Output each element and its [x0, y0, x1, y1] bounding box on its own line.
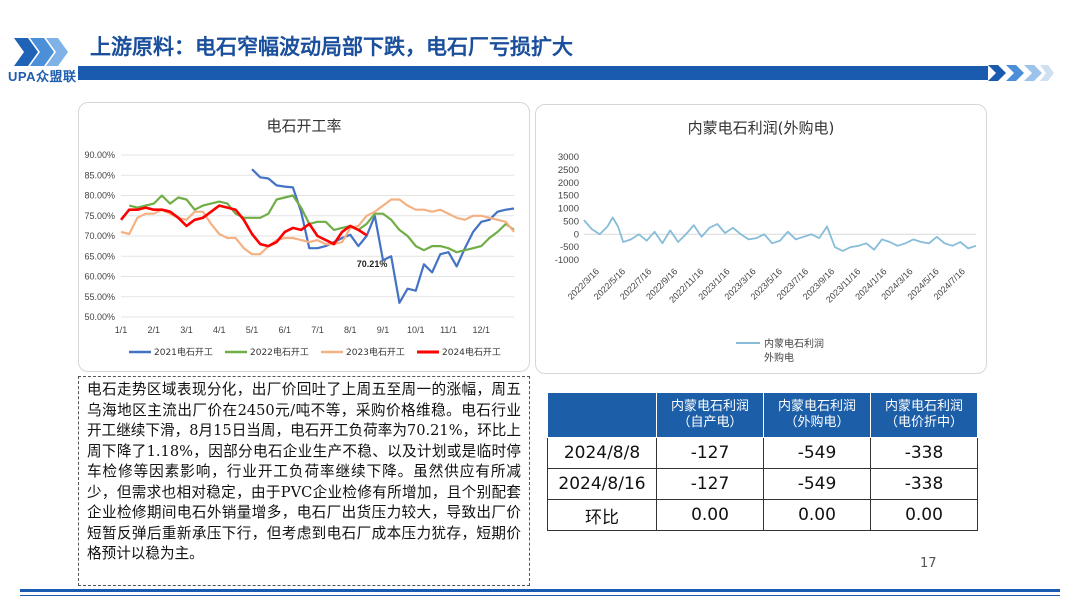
y-tick-label: 80.00% — [84, 191, 115, 201]
operating-rate-chart: 电石开工率 50.00% 55.00% 60.00% 65.00% 70.00% 75.00… — [84, 117, 515, 358]
upa-logo-icon — [14, 38, 68, 66]
table-row: 环比 0.00 0.00 0.00 — [547, 499, 978, 531]
table-cell: -338 — [870, 437, 978, 469]
profit-table: 内蒙电石利润 （自产电） 内蒙电石利润 （外购电） 内蒙电石利润 （电价折中） 202… — [547, 392, 978, 531]
table-header-text: （外购电） — [784, 415, 850, 430]
table-header-cell — [547, 392, 657, 438]
x-tick-label: 3/1 — [180, 325, 193, 335]
table-cell: 环比 — [547, 499, 657, 531]
x-tick-label: 4/1 — [213, 325, 226, 335]
series-line-1 — [583, 216, 977, 252]
x-tick-label: 9/1 — [377, 325, 390, 335]
y-tick-label: 1500 — [558, 191, 579, 202]
table-row: 2024/8/8 -127 -549 -338 — [547, 437, 978, 469]
x-tick-label: 6/1 — [278, 325, 291, 335]
table-cell: 0.00 — [656, 499, 764, 531]
y-tick-label: 70.00% — [84, 231, 115, 241]
table-cell: -127 — [656, 468, 764, 500]
y-tick-label: 90.00% — [84, 150, 115, 160]
series-line-2 — [128, 194, 515, 254]
annotation-label: 70.21% — [357, 259, 388, 269]
table-cell: -549 — [763, 437, 871, 469]
table-cell: 2024/8/16 — [547, 468, 657, 500]
y-tick-label: 1000 — [558, 204, 579, 215]
series-line-3 — [120, 198, 515, 256]
y-tick-label: 55.00% — [84, 292, 115, 302]
y-tick-label: 75.00% — [84, 211, 115, 221]
table-cell: 0.00 — [763, 499, 871, 531]
y-tick-label: 2500 — [558, 165, 579, 176]
page-title: 上游原料：电石窄幅波动局部下跌，电石厂亏损扩大 — [90, 35, 573, 59]
table-header-text: 内蒙电石利润 — [884, 399, 963, 414]
y-tick-label: 2000 — [558, 178, 579, 189]
x-tick-label: 5/1 — [246, 325, 259, 335]
x-tick-label: 12/1 — [472, 325, 490, 335]
chevron-arrows-icon — [988, 65, 1054, 81]
y-tick-label: 50.00% — [84, 312, 115, 322]
x-tick-label: 7/1 — [311, 325, 324, 335]
table-header-cell: 内蒙电石利润 （电价折中） — [870, 392, 978, 438]
logo-text: UPA众盟联 — [8, 69, 77, 84]
title-bar — [78, 66, 988, 80]
y-tick-label: 3000 — [558, 152, 579, 163]
y-tick-label: 60.00% — [84, 272, 115, 282]
chart-title: 电石开工率 — [266, 117, 341, 135]
legend-label: 2022电石开工 — [250, 346, 309, 358]
profit-chart-panel: 内蒙电石利润(外购电) 3000 2500 2000 1500 1000 500 0 -500 -… — [535, 104, 987, 374]
footer-line — [20, 589, 1060, 592]
y-tick-label: 85.00% — [84, 170, 115, 180]
y-tick-label: 65.00% — [84, 251, 115, 261]
x-tick-label: 1/1 — [115, 325, 128, 335]
x-tick-label: 10/1 — [407, 325, 425, 335]
series-line-4 — [119, 204, 368, 248]
table-row: 2024/8/16 -127 -549 -338 — [547, 468, 978, 500]
analysis-text: 电石走势区域表现分化，出厂价回吐了上周五至周一的涨幅，周五乌海地区主流出厂价在2… — [78, 376, 530, 586]
x-tick-label: 8/1 — [344, 325, 357, 335]
table-header-text: （自产电） — [677, 415, 743, 430]
table-header-cell: 内蒙电石利润 （自产电） — [656, 392, 764, 438]
y-tick-label: -500 — [560, 242, 579, 253]
x-tick-label: 2/1 — [147, 325, 160, 335]
table-cell: -549 — [763, 468, 871, 500]
table-header-text: 内蒙电石利润 — [670, 399, 749, 414]
table-header-text: 内蒙电石利润 — [777, 399, 856, 414]
chart-title: 内蒙电石利润(外购电) — [688, 119, 835, 137]
y-tick-label: 500 — [563, 216, 579, 227]
x-tick-label: 11/1 — [440, 325, 457, 335]
legend-label: 2021电石开工 — [154, 346, 213, 358]
legend-label: 2024电石开工 — [442, 346, 501, 358]
page-number: 17 — [920, 556, 937, 571]
y-tick-label: 0 — [574, 229, 579, 240]
table-header-cell: 内蒙电石利润 （外购电） — [763, 392, 871, 438]
legend-label: 2023电石开工 — [346, 346, 405, 358]
table-header-row: 内蒙电石利润 （自产电） 内蒙电石利润 （外购电） 内蒙电石利润 （电价折中） — [547, 392, 978, 438]
table-cell: 2024/8/8 — [547, 437, 657, 469]
legend-label-line1: 内蒙电石利润 — [764, 337, 824, 350]
operating-rate-chart-panel: 电石开工率 50.00% 55.00% 60.00% 65.00% 70.00% 75.00… — [78, 102, 530, 372]
table-cell: -127 — [656, 437, 764, 469]
table-cell: 0.00 — [870, 499, 978, 531]
legend-label-line2: 外购电 — [764, 351, 794, 364]
table-header-text: （电价折中） — [884, 415, 963, 430]
y-tick-label: -1000 — [555, 255, 579, 266]
footer-line-thin — [20, 595, 1060, 596]
series-line-1 — [251, 168, 515, 304]
table-cell: -338 — [870, 468, 978, 500]
